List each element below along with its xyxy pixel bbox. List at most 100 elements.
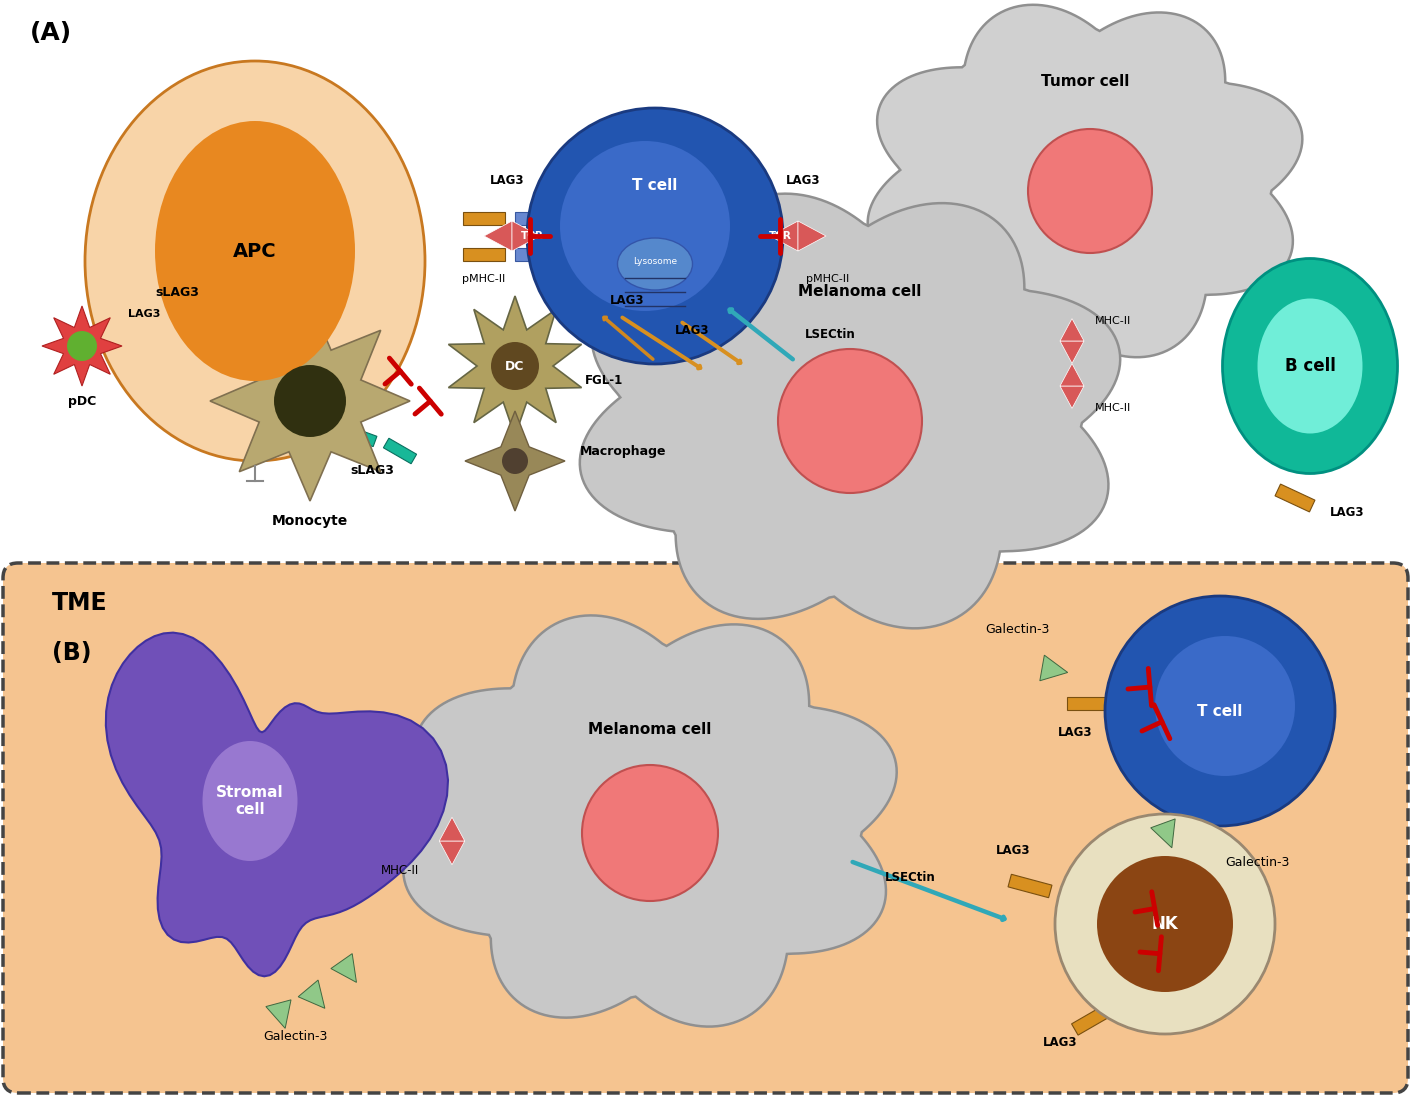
- Text: sLAG3: sLAG3: [155, 286, 199, 299]
- Text: Galectin-3: Galectin-3: [263, 1029, 328, 1042]
- Circle shape: [503, 448, 528, 473]
- Circle shape: [67, 331, 97, 361]
- Text: pMHC-II: pMHC-II: [806, 274, 850, 284]
- Circle shape: [787, 226, 807, 246]
- Text: pDC: pDC: [68, 395, 97, 408]
- Text: NK: NK: [1152, 915, 1179, 933]
- Polygon shape: [484, 221, 513, 251]
- Polygon shape: [298, 980, 325, 1008]
- Text: MHC-II: MHC-II: [1095, 403, 1131, 413]
- Text: LSECtin: LSECtin: [884, 871, 936, 884]
- Text: LAG3: LAG3: [995, 844, 1030, 857]
- Polygon shape: [330, 954, 356, 982]
- Text: B cell: B cell: [1284, 357, 1336, 375]
- Text: LAG3: LAG3: [490, 174, 524, 187]
- Circle shape: [503, 226, 523, 246]
- Bar: [805, 248, 847, 261]
- Bar: [758, 212, 795, 225]
- Bar: [1072, 1003, 1115, 1035]
- Polygon shape: [867, 4, 1303, 357]
- Text: TCR: TCR: [769, 231, 792, 241]
- Bar: [194, 307, 226, 334]
- Text: Galectin-3: Galectin-3: [1225, 856, 1289, 869]
- Polygon shape: [513, 221, 540, 251]
- Text: TCR: TCR: [521, 231, 544, 241]
- Polygon shape: [1151, 819, 1175, 848]
- Bar: [228, 334, 262, 357]
- Text: Macrophage: Macrophage: [580, 445, 666, 457]
- Text: LAG3: LAG3: [786, 174, 820, 187]
- Polygon shape: [797, 221, 826, 251]
- Text: LAG3: LAG3: [609, 294, 645, 307]
- Text: LAG3: LAG3: [128, 309, 159, 319]
- Text: T cell: T cell: [1198, 704, 1243, 719]
- Polygon shape: [266, 1000, 290, 1028]
- Bar: [758, 248, 795, 261]
- Text: MHC-II: MHC-II: [1095, 316, 1131, 326]
- Text: Lysosome: Lysosome: [632, 256, 676, 265]
- Bar: [343, 425, 377, 447]
- Text: TME: TME: [53, 591, 108, 615]
- Polygon shape: [1040, 655, 1068, 681]
- Circle shape: [1096, 856, 1233, 992]
- FancyBboxPatch shape: [3, 563, 1408, 1093]
- Text: LAG3: LAG3: [1330, 506, 1364, 520]
- Text: Melanoma cell: Melanoma cell: [588, 721, 712, 737]
- Bar: [383, 438, 417, 464]
- Bar: [127, 335, 161, 346]
- Ellipse shape: [85, 61, 424, 461]
- Text: (A): (A): [30, 21, 73, 45]
- Ellipse shape: [1222, 259, 1397, 473]
- Circle shape: [1028, 129, 1152, 253]
- Polygon shape: [1059, 364, 1084, 386]
- Polygon shape: [466, 411, 565, 511]
- Text: FGL-1: FGL-1: [585, 374, 624, 387]
- Polygon shape: [439, 818, 464, 841]
- FancyBboxPatch shape: [6, 11, 1415, 571]
- Bar: [515, 212, 553, 225]
- Circle shape: [527, 109, 783, 364]
- Text: T cell: T cell: [632, 179, 678, 194]
- Text: Tumor cell: Tumor cell: [1041, 73, 1129, 89]
- Polygon shape: [1059, 319, 1084, 341]
- Text: (B): (B): [53, 641, 91, 665]
- Bar: [1274, 484, 1314, 512]
- Text: Melanoma cell: Melanoma cell: [799, 284, 921, 298]
- Ellipse shape: [273, 365, 346, 437]
- Polygon shape: [105, 632, 449, 977]
- Circle shape: [1055, 814, 1274, 1034]
- Polygon shape: [449, 296, 581, 436]
- Circle shape: [560, 141, 731, 311]
- Text: APC: APC: [234, 241, 276, 261]
- Polygon shape: [580, 194, 1121, 628]
- Text: LAG3: LAG3: [675, 324, 709, 336]
- Text: DC: DC: [506, 359, 524, 373]
- Bar: [1067, 696, 1109, 709]
- Bar: [463, 248, 506, 261]
- Text: sLAG3: sLAG3: [350, 464, 394, 477]
- Text: LAG3: LAG3: [1042, 1036, 1077, 1049]
- Polygon shape: [209, 301, 410, 501]
- Ellipse shape: [202, 741, 298, 861]
- Circle shape: [582, 765, 718, 901]
- Text: Monocyte: Monocyte: [272, 514, 347, 528]
- Polygon shape: [1059, 386, 1084, 409]
- Bar: [515, 248, 553, 261]
- Polygon shape: [439, 841, 464, 865]
- Text: pMHC-II: pMHC-II: [463, 274, 506, 284]
- Text: LSECtin: LSECtin: [805, 328, 856, 341]
- Polygon shape: [1059, 341, 1084, 364]
- Bar: [1008, 875, 1052, 898]
- Circle shape: [1155, 636, 1294, 776]
- Ellipse shape: [1257, 298, 1363, 434]
- Bar: [463, 212, 506, 225]
- Polygon shape: [403, 615, 897, 1027]
- Bar: [805, 212, 847, 225]
- Polygon shape: [770, 221, 797, 251]
- Polygon shape: [41, 306, 122, 386]
- Circle shape: [1105, 596, 1336, 826]
- Ellipse shape: [491, 342, 540, 390]
- Circle shape: [778, 349, 921, 493]
- Text: Stromal
cell: Stromal cell: [216, 785, 283, 818]
- Text: LAG3: LAG3: [1058, 726, 1092, 739]
